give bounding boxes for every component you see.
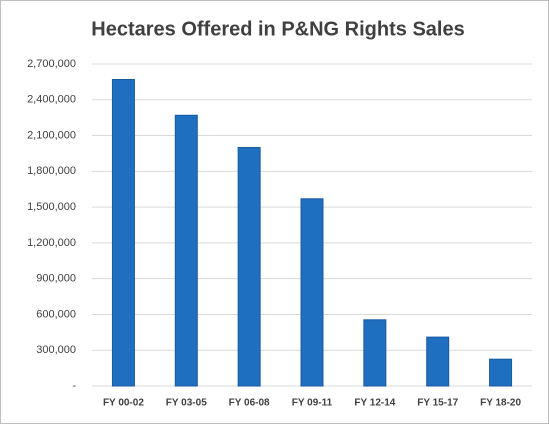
x-tick-label: FY 00-02 xyxy=(103,398,144,409)
y-tick-label: 1,500,000 xyxy=(27,201,76,213)
x-tick-label: FY 18-20 xyxy=(480,398,521,409)
y-tick-label: 600,000 xyxy=(36,308,76,320)
y-tick-label: 300,000 xyxy=(36,344,76,356)
bar xyxy=(363,319,387,387)
x-tick-label: FY 09-11 xyxy=(292,398,333,409)
bar xyxy=(489,358,513,387)
y-tick-label: 1,800,000 xyxy=(27,165,76,177)
x-tick-label: FY 06-08 xyxy=(229,398,270,409)
x-tick-label: FY 12-14 xyxy=(354,398,395,409)
y-tick-label: - xyxy=(72,380,76,392)
y-tick-label: 1,200,000 xyxy=(27,237,76,249)
chart-title: Hectares Offered in P&NG Rights Sales xyxy=(91,18,464,40)
bar xyxy=(111,79,135,387)
y-tick-label: 2,400,000 xyxy=(27,94,76,106)
x-tick-label: FY 03-05 xyxy=(166,398,207,409)
bar xyxy=(426,336,450,387)
x-tick-label: FY 15-17 xyxy=(417,398,458,409)
y-tick-label: 900,000 xyxy=(36,273,76,285)
y-tick-label: 2,700,000 xyxy=(27,58,76,70)
bar xyxy=(174,114,198,387)
bar xyxy=(300,198,324,387)
bar xyxy=(237,146,261,387)
y-tick-label: 2,100,000 xyxy=(27,129,76,141)
